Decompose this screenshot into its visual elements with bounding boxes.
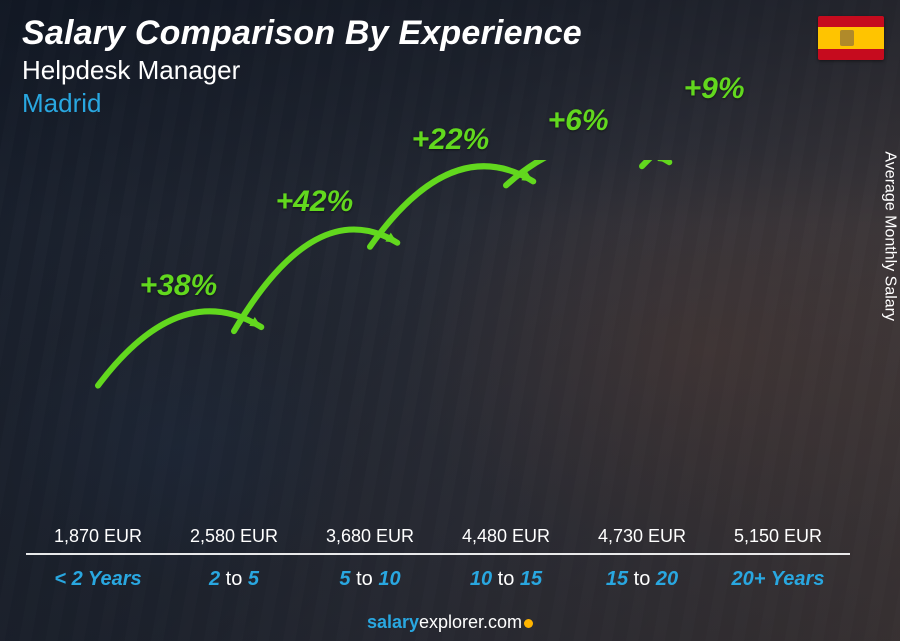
delta-label: +9% [684, 72, 745, 106]
footer-brand-rest: explorer.com [419, 612, 522, 632]
bar-value-label: 3,680 EUR [326, 526, 414, 547]
bar-value-label: 4,730 EUR [598, 526, 686, 547]
bar-group: 2,580 EUR [172, 526, 296, 553]
bar-group: 1,870 EUR [36, 526, 160, 553]
title-block: Salary Comparison By Experience Helpdesk… [22, 14, 582, 119]
logo-dot-icon [524, 619, 533, 628]
x-axis-category: 20+ Years [716, 568, 840, 591]
x-axis-category: 15 to 20 [580, 568, 704, 591]
chart-location: Madrid [22, 88, 582, 119]
x-axis-category: 2 to 5 [172, 568, 296, 591]
delta-label: +6% [548, 104, 609, 138]
delta-label: +22% [412, 123, 490, 157]
spain-flag-icon [818, 16, 884, 60]
bar-chart: 1,870 EUR 2,580 EUR 3,680 EUR 4,480 EUR 4,73… [36, 160, 840, 555]
delta-label: +38% [140, 269, 218, 303]
chart-title: Salary Comparison By Experience [22, 14, 582, 53]
bar-value-label: 2,580 EUR [190, 526, 278, 547]
infographic-stage: Salary Comparison By Experience Helpdesk… [0, 0, 900, 641]
chart-subtitle: Helpdesk Manager [22, 55, 582, 86]
bar-group: 4,480 EUR [444, 526, 568, 553]
footer-brand-accent: salary [367, 612, 419, 632]
x-axis-category: 10 to 15 [444, 568, 568, 591]
bar-group: 3,680 EUR [308, 526, 432, 553]
x-axis-baseline [26, 553, 850, 555]
bar-group: 5,150 EUR [716, 526, 840, 553]
x-axis-category: 5 to 10 [308, 568, 432, 591]
x-axis-category: < 2 Years [36, 568, 160, 591]
x-axis-labels: < 2 Years 2 to 5 5 to 10 10 to 15 15 to 20 20… [36, 568, 840, 591]
bar-value-label: 5,150 EUR [734, 526, 822, 547]
footer-brand: salaryexplorer.com [0, 612, 900, 633]
bar-value-label: 4,480 EUR [462, 526, 550, 547]
bars-container: 1,870 EUR 2,580 EUR 3,680 EUR 4,480 EUR 4,73… [36, 160, 840, 553]
delta-label: +42% [276, 185, 354, 219]
flag-coat-of-arms [840, 30, 854, 46]
bar-group: 4,730 EUR [580, 526, 704, 553]
y-axis-label: Average Monthly Salary [881, 151, 899, 321]
bar-value-label: 1,870 EUR [54, 526, 142, 547]
